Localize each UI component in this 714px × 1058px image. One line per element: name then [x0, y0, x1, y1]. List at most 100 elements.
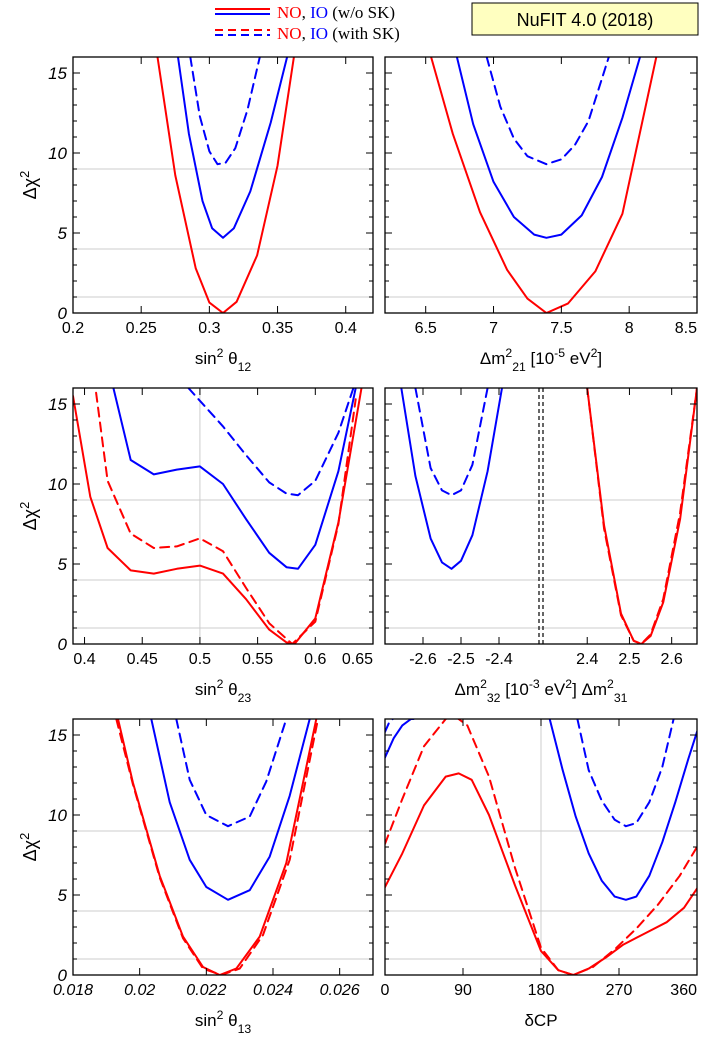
x-axis-label: sin2 θ13: [195, 1008, 252, 1036]
legend: NO, IO (w/o SK) NO, IO (with SK): [215, 3, 400, 43]
legend-io-label: IO: [310, 3, 328, 22]
x-tick-label: 180: [528, 982, 555, 999]
version-badge-text: NuFIT 4.0 (2018): [517, 10, 654, 30]
series-line-io-w-o-sk: [385, 719, 415, 759]
svg-text:NO, IO (with SK): NO, IO (with SK): [277, 24, 400, 43]
y-tick-label: 0: [58, 635, 68, 654]
series-group: [115, 719, 319, 975]
x-axis-label: Δm221 [10-5 eV2]: [480, 346, 602, 374]
svg-text:NO, IO (w/o SK): NO, IO (w/o SK): [277, 3, 395, 22]
x-tick-label: -2.6: [409, 651, 437, 668]
series-group: [400, 388, 697, 644]
x-tick-label: 0.45: [127, 651, 158, 668]
series-line-no-w-o-sk: [156, 57, 295, 313]
x-tick-label: 0: [381, 982, 390, 999]
y-tick-label: 0: [58, 966, 68, 985]
legend-io-label-2: IO: [310, 24, 328, 43]
legend-row2-rest: (with SK): [328, 24, 400, 43]
y-axis-label: Δχ2: [17, 171, 41, 200]
legend-sep: ,: [302, 3, 311, 22]
series-group: [430, 57, 658, 313]
x-tick-label: 6.5: [415, 320, 437, 337]
plot-frame: [72, 56, 374, 314]
x-tick-label: 0.2: [62, 320, 84, 337]
series-line-no-w-o-sk: [385, 772, 697, 975]
y-tick-label: 15: [48, 726, 67, 745]
x-tick-label: 0.6: [304, 651, 326, 668]
legend-no-label: NO: [277, 3, 302, 22]
series-line-io-with-sk: [385, 719, 394, 733]
series-line-no-w-o-sk: [586, 388, 697, 644]
y-tick-label: 5: [58, 886, 68, 905]
panel-2: 6.5 7 7.5 8 8.5 Δm221 [10-5 eV2]: [384, 56, 698, 374]
legend-row1-rest: (w/o SK): [328, 3, 395, 22]
x-tick-label: 0.018: [53, 982, 93, 999]
y-tick-label: 0: [58, 304, 68, 323]
series-line-no-w-o-sk: [73, 388, 363, 644]
x-tick-label: -2.4: [485, 651, 513, 668]
legend-no-label-2: NO: [277, 24, 302, 43]
series-group: [73, 388, 363, 644]
plot-frame: [384, 56, 698, 314]
x-tick-label: 2.5: [618, 651, 640, 668]
series-line-io-w-o-sk: [548, 719, 697, 901]
x-tick-label: 8.5: [675, 320, 697, 337]
x-tick-label: 0.5: [189, 651, 211, 668]
x-tick-label: 7: [489, 320, 498, 337]
y-tick-label: 10: [48, 475, 67, 494]
series-line-io-with-sk: [187, 388, 355, 497]
x-tick-label: 0.024: [253, 982, 293, 999]
y-tick-label: 10: [48, 806, 67, 825]
x-tick-label: 0.022: [186, 982, 226, 999]
series-line-no-with-sk: [385, 719, 697, 975]
x-tick-label: 0.3: [198, 320, 220, 337]
series-group: [156, 57, 295, 313]
x-axis-label: δCP: [524, 1011, 557, 1030]
y-tick-label: 15: [48, 64, 67, 83]
x-tick-label: 0.55: [242, 651, 273, 668]
series-line-io-w-o-sk: [150, 719, 311, 901]
x-tick-label: 0.65: [342, 651, 373, 668]
y-tick-label: 5: [58, 555, 68, 574]
series-line-io-with-sk: [576, 719, 675, 828]
x-tick-label: 0.4: [335, 320, 357, 337]
x-tick-label: -2.5: [447, 651, 475, 668]
series-line-no-w-o-sk: [430, 57, 658, 313]
panel-1: 0 5 10 15 0.2 0.25 0.3 0.35 0.4 sin2 θ12 Δχ2: [17, 56, 374, 374]
plot-frame: [72, 718, 374, 976]
series-group: [385, 719, 697, 975]
series-line-io-w-o-sk: [455, 57, 641, 239]
x-tick-label: 7.5: [550, 320, 572, 337]
panel-6: 0 90 180 270 360 δCP: [381, 718, 698, 1030]
series-line-no-with-sk: [95, 391, 357, 644]
x-tick-label: 90: [454, 982, 472, 999]
x-tick-label: 0.35: [262, 320, 293, 337]
series-line-no-w-o-sk: [117, 719, 318, 975]
x-tick-label: 0.02: [124, 982, 155, 999]
x-tick-label: 2.6: [661, 651, 683, 668]
series-line-io-with-sk: [485, 57, 610, 166]
y-tick-label: 10: [48, 144, 67, 163]
series-line-io-w-o-sk: [112, 388, 357, 570]
x-tick-label: 0.25: [126, 320, 157, 337]
x-tick-label: 270: [606, 982, 633, 999]
panel-5: 0 5 10 15 0.018 0.02 0.022 0.024 0.026 sin2 θ13 Δχ…: [17, 718, 374, 1036]
series-line-no-with-sk: [586, 388, 697, 644]
x-tick-label: 0.026: [320, 982, 360, 999]
series-line-io-w-o-sk: [400, 388, 503, 570]
series-line-no-with-sk: [115, 719, 319, 975]
x-tick-label: 8: [625, 320, 634, 337]
y-axis-label: Δχ2: [17, 833, 41, 862]
series-line-io-with-sk: [175, 719, 288, 828]
version-badge: NuFIT 4.0 (2018): [471, 2, 699, 36]
panel-3: 0 5 10 15 0.4 0.45 0.5 0.55 0.6 0.65 sin2 θ23 Δχ2: [17, 387, 374, 705]
series-line-io-w-o-sk: [177, 57, 289, 239]
series-line-io-with-sk: [414, 388, 489, 497]
y-axis-label: Δχ2: [17, 502, 41, 531]
series-line-io-with-sk: [189, 57, 261, 166]
panel-4: -2.6 -2.5 -2.4 2.4 2.5 2.6 Δm232 [10-3 eV2] Δm…: [384, 387, 698, 705]
x-axis-label: sin2 θ12: [195, 346, 252, 374]
y-tick-label: 15: [48, 395, 67, 414]
x-tick-label: 2.4: [576, 651, 598, 668]
